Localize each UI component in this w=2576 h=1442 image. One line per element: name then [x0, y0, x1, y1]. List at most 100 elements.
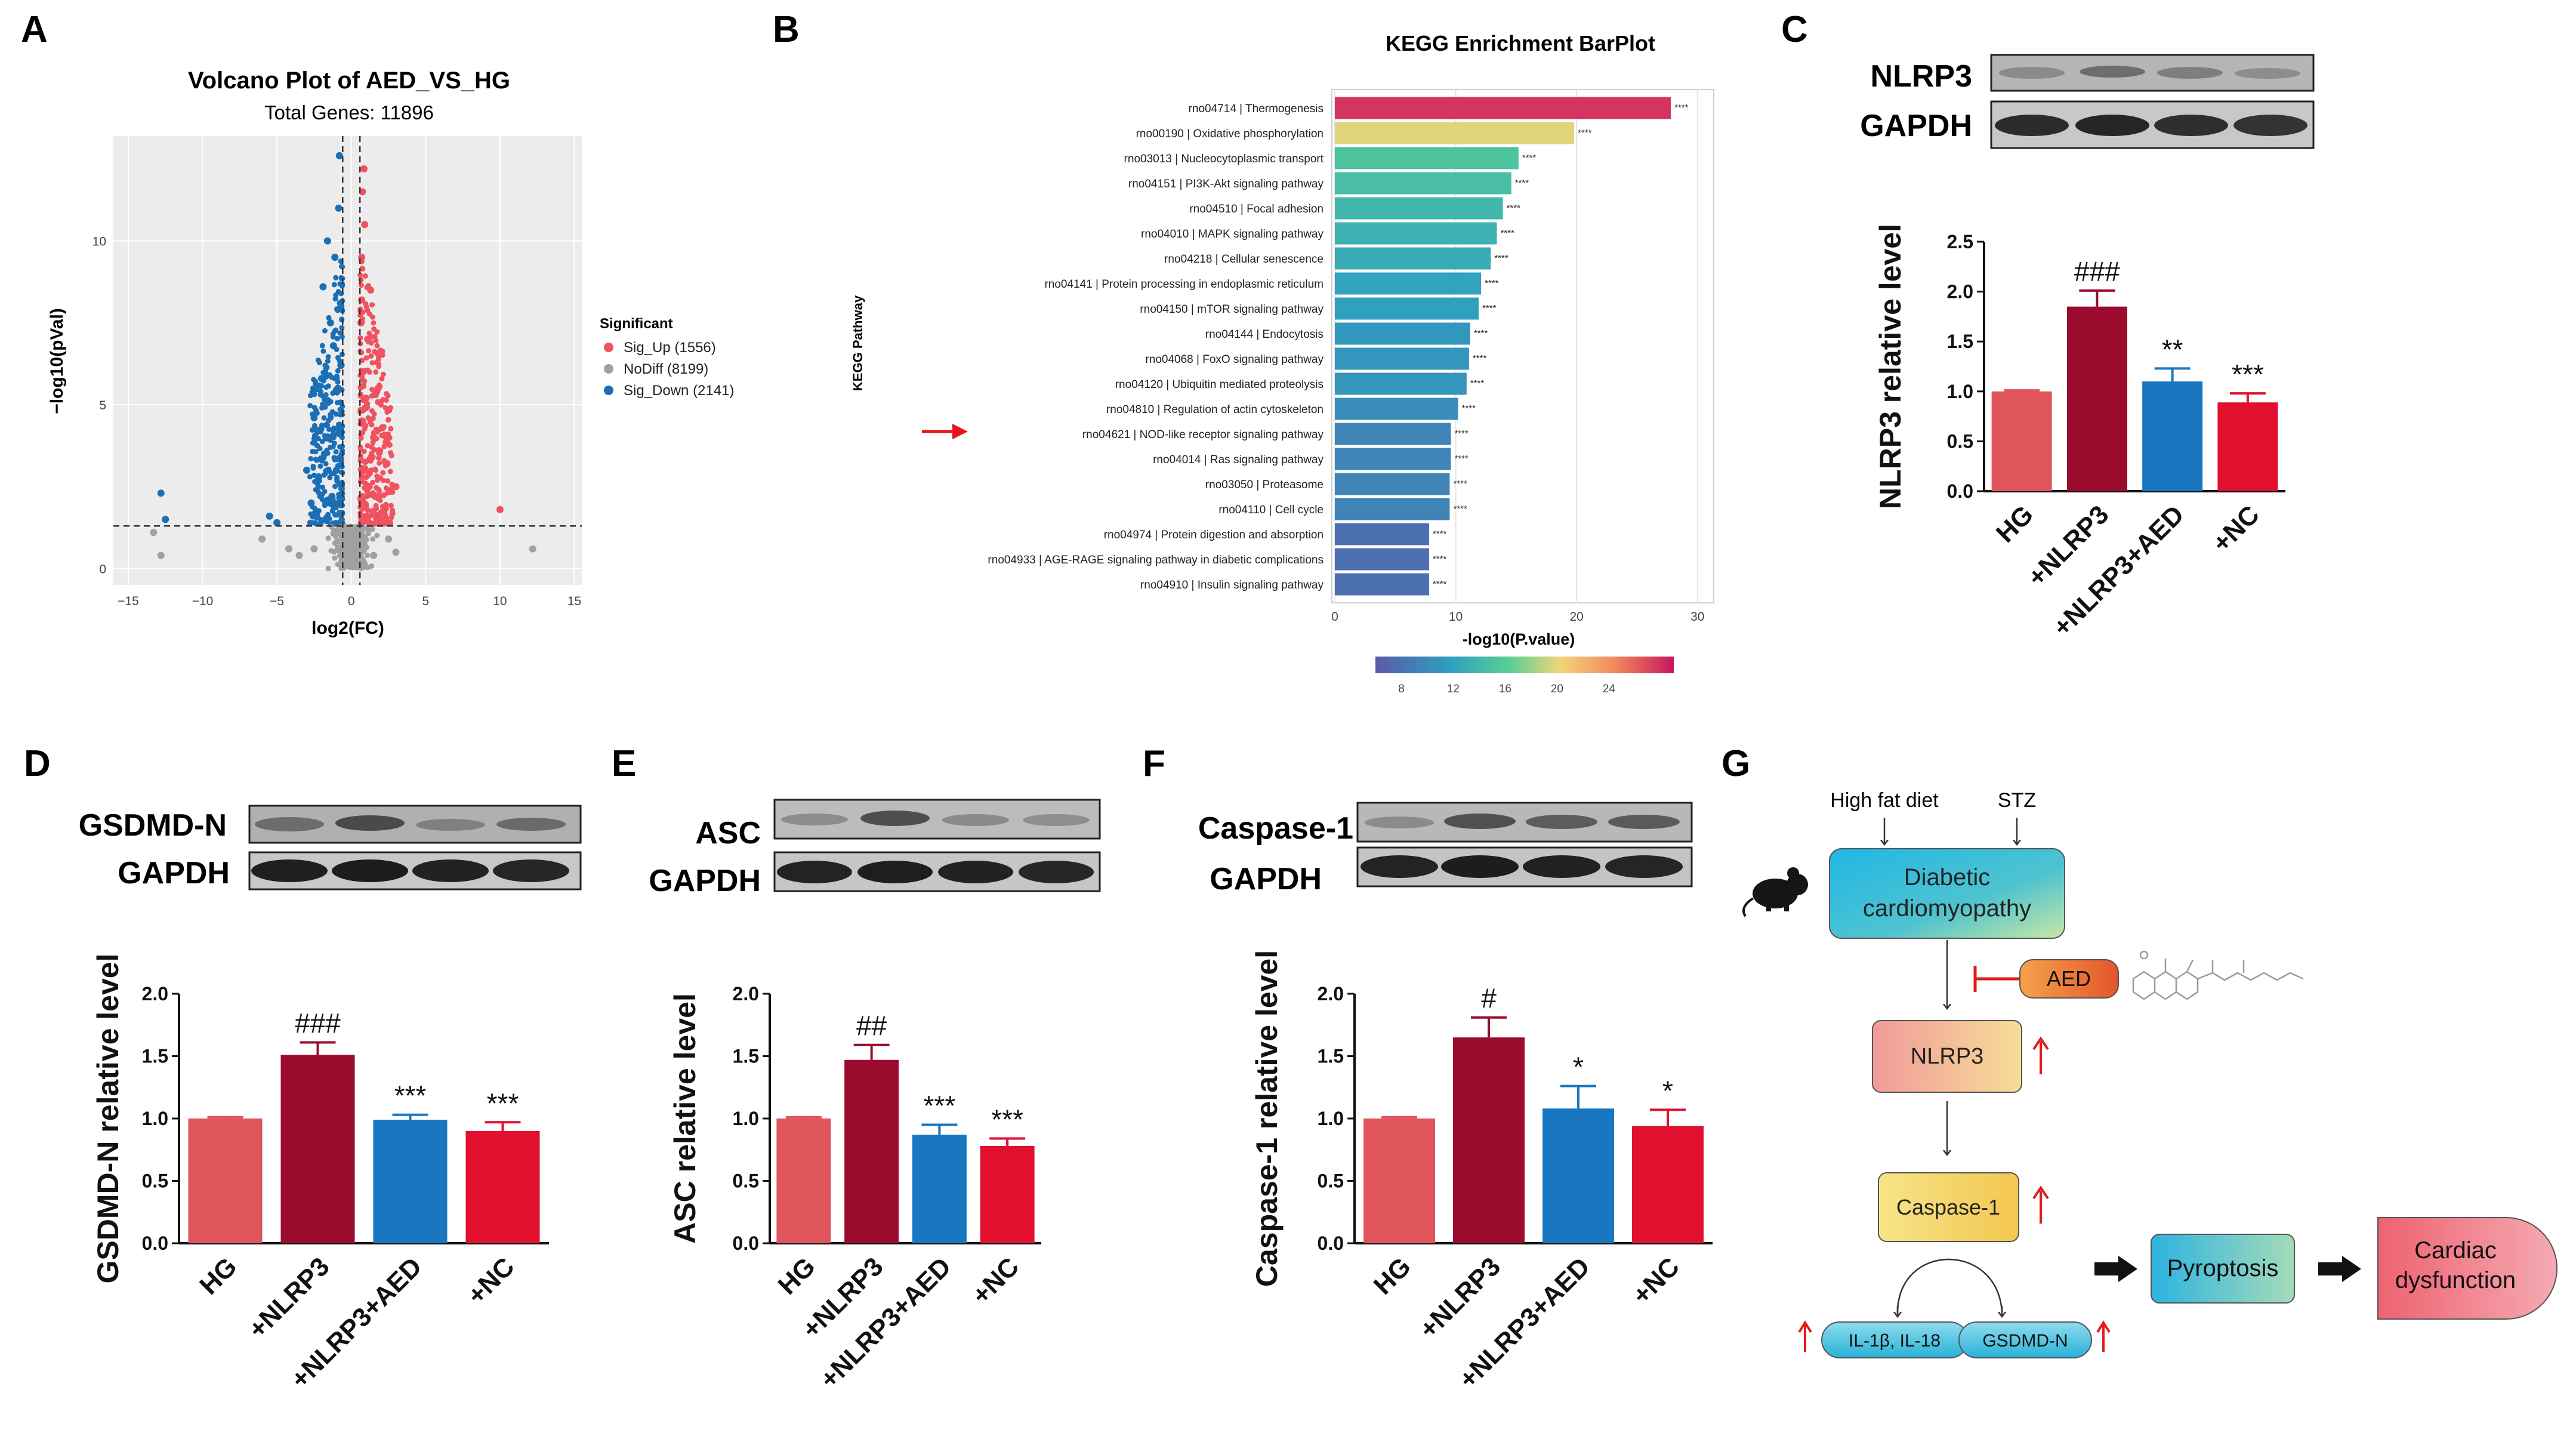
- volcano-title: Volcano Plot of AED_VS_HG: [188, 67, 510, 94]
- volcano-point: [370, 551, 378, 559]
- down-point: [335, 427, 341, 433]
- down-point: [326, 315, 332, 321]
- down-point: [322, 503, 328, 509]
- volcano-threshold-lines: [113, 136, 582, 585]
- volcano-legend-title: Significant: [600, 316, 673, 332]
- nodiff-point: [374, 532, 380, 538]
- volcano-point: [392, 549, 400, 556]
- label-cardiac: Cardiac: [2414, 1237, 2497, 1264]
- up-point: [376, 355, 382, 360]
- up-point: [369, 360, 375, 366]
- bold-arrow-icon: [2094, 1256, 2137, 1282]
- kegg-category-label: rno04218 | Cellular senescence: [1164, 253, 1324, 266]
- label-nlrp3: NLRP3: [1911, 1044, 1984, 1069]
- down-point: [325, 422, 331, 428]
- down-point: [323, 461, 329, 467]
- down-point: [333, 449, 339, 455]
- down-point: [320, 348, 326, 354]
- up-point: [380, 349, 385, 355]
- kegg-significance: ****: [1433, 529, 1447, 539]
- volcano-point: [266, 512, 273, 520]
- down-point: [320, 484, 325, 490]
- up-point: [366, 311, 372, 317]
- kegg-significance: ****: [1454, 429, 1469, 439]
- down-point: [333, 505, 339, 511]
- up-point: [388, 405, 394, 411]
- volcano-point: [353, 538, 361, 546]
- up-point: [368, 353, 374, 359]
- volcano-point: [323, 237, 331, 245]
- bar: [280, 1055, 355, 1243]
- colorbar-tick: 8: [1398, 683, 1405, 695]
- down-point: [311, 405, 317, 411]
- y-tick-label: 0.5: [142, 1170, 168, 1192]
- volcano-point: [310, 545, 318, 553]
- down-point: [332, 375, 338, 381]
- down-point: [311, 392, 317, 398]
- volcano-y-tick: 10: [92, 235, 106, 249]
- up-point: [382, 405, 388, 411]
- category-label: +NC: [1627, 1252, 1685, 1310]
- up-point: [371, 411, 377, 417]
- blot-e-label-2: GAPDH: [649, 864, 761, 898]
- up-point: [363, 423, 369, 429]
- y-tick-label: 1.5: [1318, 1046, 1344, 1067]
- legend-marker: [604, 343, 613, 352]
- up-point: [357, 393, 363, 399]
- up-point: [380, 504, 385, 510]
- down-point: [331, 440, 337, 446]
- up-point: [370, 507, 376, 513]
- down-point: [333, 411, 339, 417]
- up-point: [363, 458, 369, 464]
- kegg-category-label: rno00190 | Oxidative phosphorylation: [1136, 128, 1324, 140]
- up-point: [375, 477, 381, 483]
- volcano-point: [529, 545, 536, 553]
- y-tick-label: 0.5: [733, 1170, 759, 1192]
- up-point: [362, 273, 368, 279]
- up-point: [387, 520, 393, 526]
- up-point: [384, 438, 390, 444]
- nodiff-point: [332, 540, 338, 546]
- down-point: [326, 426, 332, 432]
- y-axis-label: GSDMD-N relative level: [91, 954, 125, 1284]
- volcano-point: [355, 555, 363, 563]
- kegg-significance: ****: [1494, 253, 1508, 263]
- volcano-point: [360, 165, 368, 172]
- significance-label: #: [1481, 983, 1497, 1014]
- kegg-category-label: rno04151 | PI3K-Akt signaling pathway: [1128, 178, 1324, 190]
- volcano-x-tick: −10: [192, 594, 214, 608]
- asc-bar-chart: 0.00.51.01.52.0HG##+NLRP3***+NLRP3+AED**…: [668, 983, 1041, 1394]
- down-point: [313, 507, 319, 513]
- up-point: [369, 302, 375, 308]
- down-point: [322, 489, 328, 495]
- kegg-barplot: KEGG Enrichment BarPlot **** rno04714 | T…: [850, 31, 1714, 695]
- volcano-point: [496, 506, 504, 513]
- label-stz: STZ: [1998, 789, 2036, 812]
- kegg-bar: [1335, 573, 1430, 596]
- volcano-point: [157, 489, 165, 497]
- kegg-significance: ****: [1674, 103, 1689, 113]
- kegg-category-label: rno04150 | mTOR signaling pathway: [1140, 303, 1324, 316]
- y-tick-label: 1.0: [142, 1108, 168, 1129]
- volcano-point: [258, 535, 266, 543]
- volcano-x-tick: 5: [422, 594, 429, 608]
- significance-label: *: [1573, 1052, 1584, 1083]
- volcano-point: [317, 375, 325, 383]
- volcano-point: [328, 492, 336, 500]
- pill-gsdmd: [1958, 1321, 2092, 1358]
- up-point: [360, 430, 366, 436]
- bar: [1363, 1119, 1435, 1243]
- down-point: [322, 362, 328, 368]
- label-il: IL-1β, IL-18: [1849, 1331, 1941, 1351]
- up-point: [373, 369, 379, 375]
- blot-f-image: [1356, 802, 1693, 888]
- down-point: [330, 334, 336, 340]
- legend-label: NoDiff (8199): [624, 361, 708, 377]
- up-point: [383, 485, 389, 491]
- down-point: [340, 448, 345, 454]
- y-tick-label: 2.0: [733, 983, 759, 1005]
- kegg-category-label: rno04010 | MAPK signaling pathway: [1141, 228, 1324, 241]
- down-point: [311, 436, 317, 442]
- volcano-point: [335, 204, 343, 212]
- y-axis-label: Caspase-1 relative level: [1250, 950, 1284, 1287]
